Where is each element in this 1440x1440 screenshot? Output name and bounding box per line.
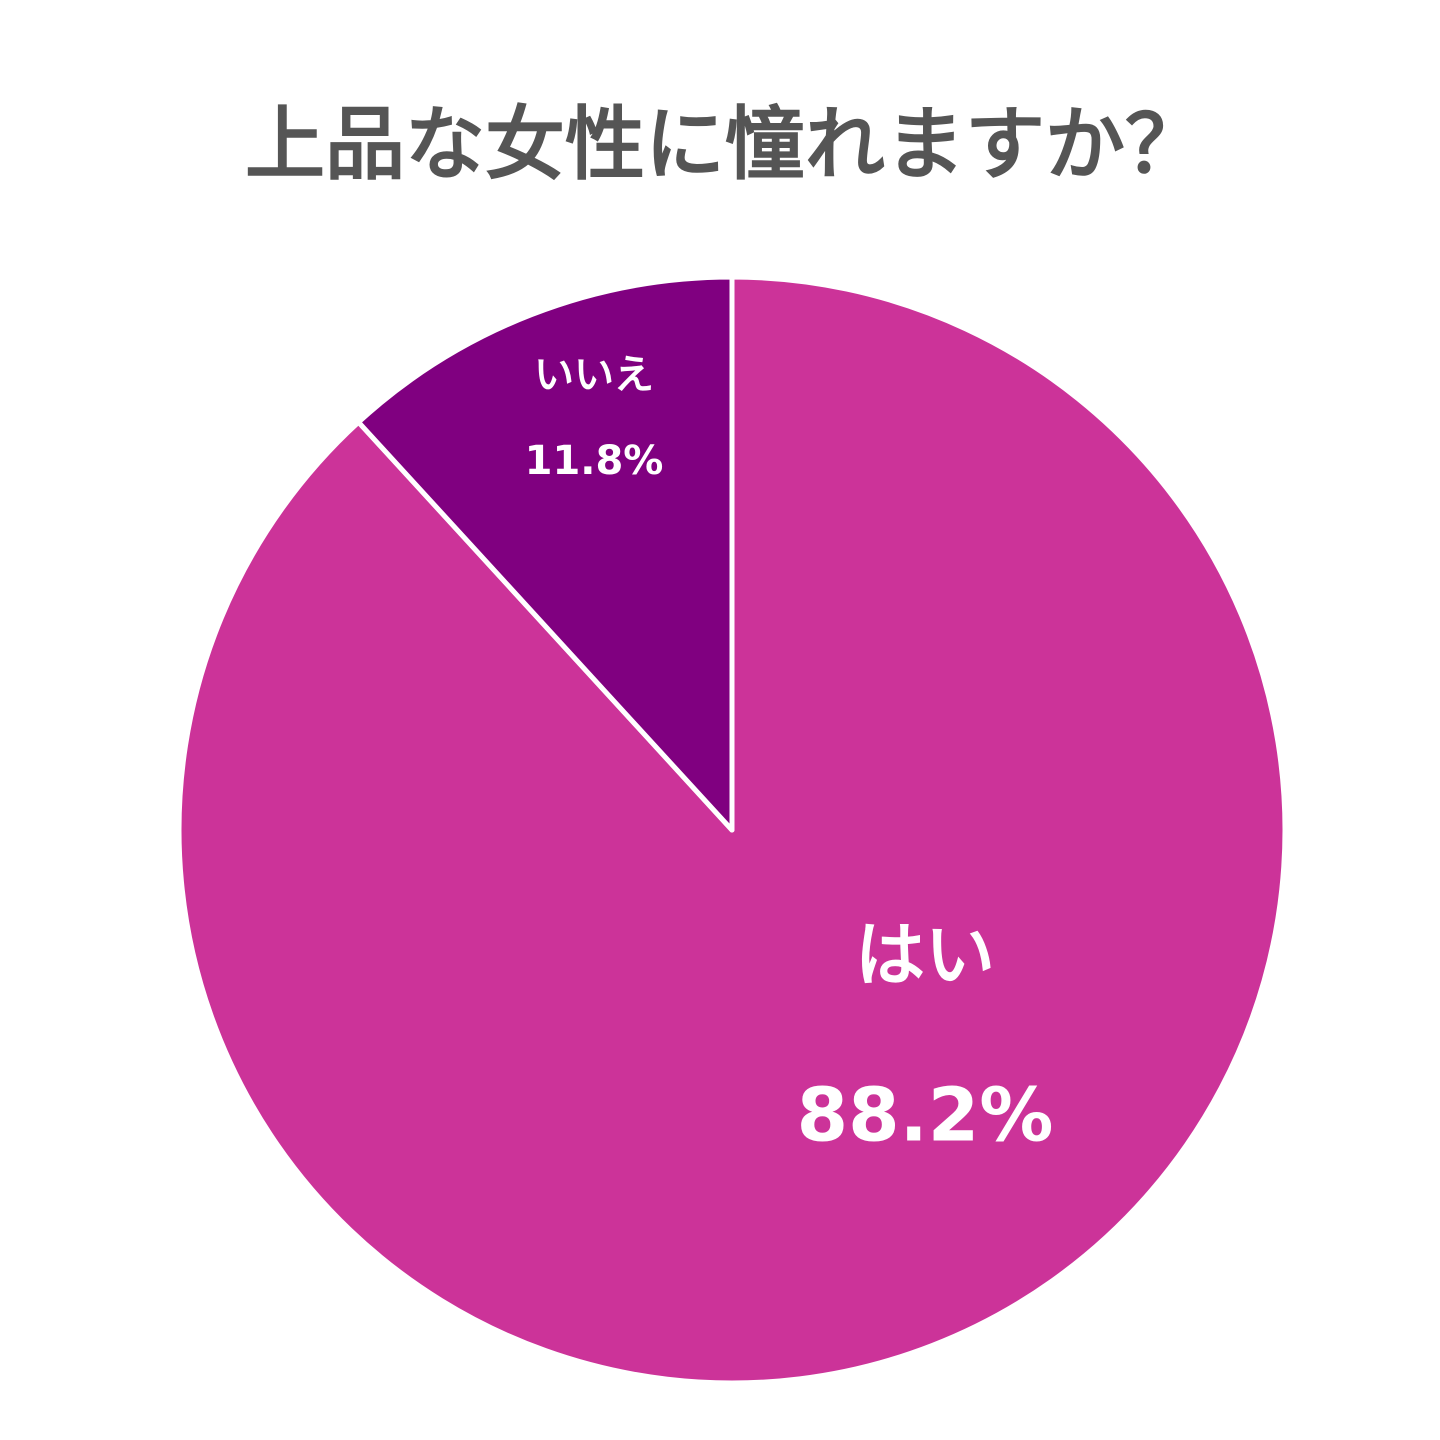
- value-label: 11.8%: [525, 438, 664, 484]
- slice-label: はい: [855, 914, 995, 996]
- value-label: 88.2%: [797, 1073, 1054, 1159]
- pie-slice: [356, 274, 735, 833]
- slice-label: いいえ: [534, 352, 654, 398]
- chart-title: 上品な女性に憧れますか？: [245, 98, 1205, 191]
